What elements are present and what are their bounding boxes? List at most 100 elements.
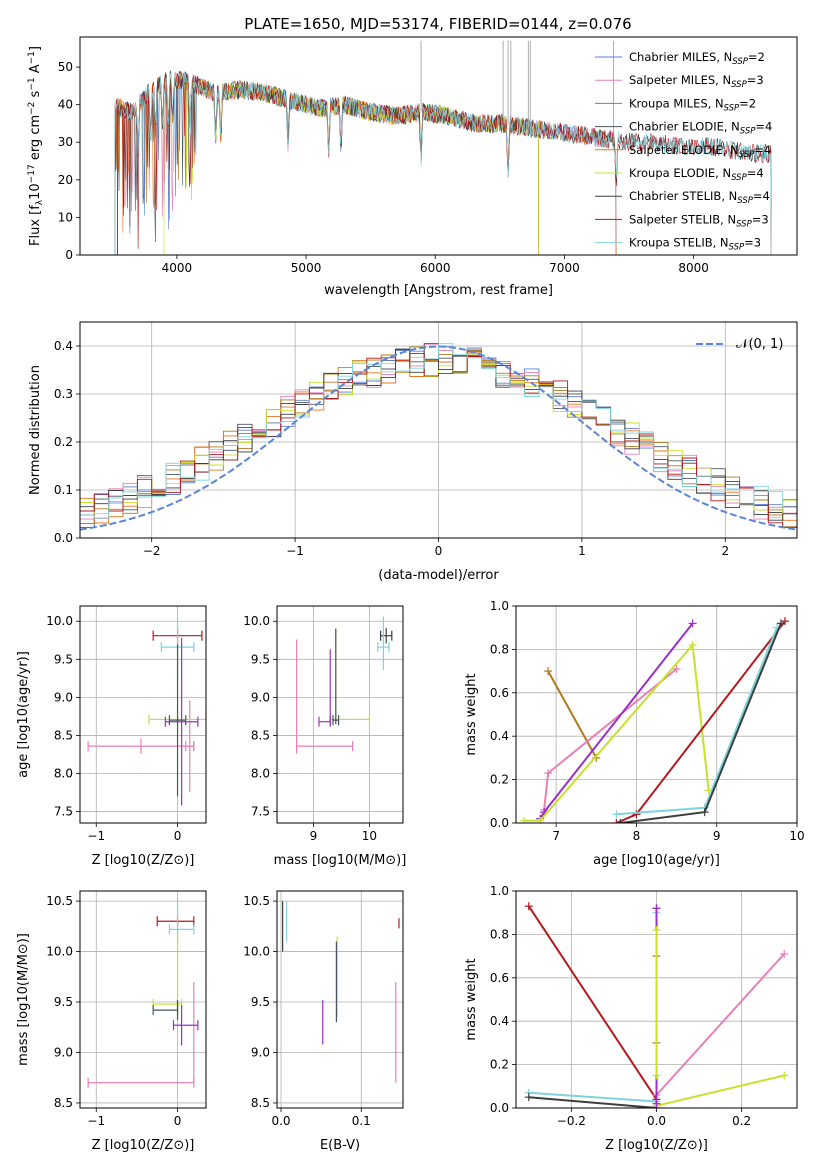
y-tick-label: 0 — [65, 248, 73, 262]
y-label-part: λ — [35, 199, 45, 205]
panel-age-vs-mass: 9 10 7.5 8.0 8.5 9.0 9.5 10.0 mass [log10(M/M⊙)] — [243, 605, 407, 868]
y-axis-label: mass weight — [464, 673, 479, 755]
y-tick-label: 9.0 — [54, 690, 73, 704]
x-tick-label: 0.0 — [271, 1114, 290, 1128]
y-tick-label: 9.5 — [54, 652, 73, 666]
mass-weight-line — [616, 627, 778, 816]
y-tick-label: 8.5 — [54, 728, 73, 742]
legend-entry: Chabrier STELIB, NSSP=4 — [629, 189, 770, 206]
plot-area — [80, 891, 206, 1108]
x-tick-label: 10 — [362, 829, 377, 843]
legend-label: Kroupa ELODIE, N — [629, 166, 731, 180]
mass-weight-line — [547, 670, 598, 759]
y-label-part: Flux [f — [28, 205, 43, 246]
legend-tail: =3 — [752, 212, 769, 226]
plot-area — [277, 606, 403, 823]
mass-weight-line — [539, 622, 694, 820]
y-tick-label: 0.3 — [54, 387, 73, 401]
legend-entry: Kroupa ELODIE, NSSP=4 — [629, 166, 764, 183]
y-label-part: −17 — [27, 164, 37, 183]
y-label-part: 10 — [28, 183, 43, 200]
histogram-step-kroupa-elodie — [80, 353, 797, 519]
y-tick-label: 9.0 — [251, 1045, 270, 1059]
x-tick-label: 10 — [789, 829, 804, 843]
legend-tail: =4 — [753, 189, 770, 203]
plot-area — [80, 606, 206, 823]
legend-tail: =4 — [755, 120, 772, 134]
y-tick-label: 0.6 — [490, 686, 509, 700]
legend-subscript: SSP — [739, 150, 755, 160]
legend-subscript: SSP — [729, 243, 745, 253]
y-axis-label: age [log10(age/yr)] — [16, 651, 31, 778]
y-tick-label: 8.5 — [54, 1096, 73, 1110]
y-tick-label: 10.0 — [243, 945, 270, 959]
y-tick-label: 10.0 — [46, 945, 73, 959]
y-tick-label: 0.8 — [490, 642, 509, 656]
y-tick-label: 0.8 — [490, 927, 509, 941]
y-tick-label: 30 — [58, 135, 73, 149]
y-axis-label: mass weight — [464, 958, 479, 1040]
x-tick-label: 7000 — [549, 261, 580, 275]
plot-area — [114, 40, 772, 255]
legend-subscript: SSP — [740, 127, 756, 137]
x-tick-label: 0 — [435, 544, 443, 558]
panel-spectrum: 4000 5000 6000 7000 8000 0 10 20 30 40 50 Chabrier … — [27, 36, 798, 298]
legend-entry: 𝒩(0, 1) — [736, 337, 783, 352]
mass-weight-line — [655, 953, 785, 1096]
spectrum-line-kroupa-stelib — [114, 72, 772, 255]
y-tick-label: 0.0 — [54, 531, 73, 545]
spectrum-line-salpeter-elodie — [117, 72, 539, 255]
x-axis-label: Z [log10(Z/Z⊙)] — [605, 1138, 708, 1153]
y-tick-label: 10.5 — [46, 894, 73, 908]
y-label-part: s — [28, 90, 43, 101]
y-label-part: −1 — [27, 77, 37, 90]
y-tick-label: 0.2 — [490, 1058, 509, 1072]
y-tick-label: 0.4 — [490, 1014, 509, 1028]
y-tick-label: 9.5 — [251, 652, 270, 666]
x-tick-label: 0.0 — [647, 1114, 666, 1128]
y-tick-label: 10.0 — [46, 614, 73, 628]
y-tick-label: 9.0 — [54, 1045, 73, 1059]
plot-area — [516, 606, 797, 823]
y-tick-label: 9.0 — [251, 690, 270, 704]
y-axis-label: Normed distribution — [28, 365, 43, 495]
y-label-part: −2 — [27, 102, 37, 115]
panel-mass-weight-vs-age: 7 8 9 10 0.0 0.2 0.4 0.6 0.8 1.0 age [log10(age/yr… — [464, 599, 805, 868]
x-tick-label: 9 — [713, 829, 721, 843]
y-tick-label: 0.6 — [490, 971, 509, 985]
y-tick-label: 9.5 — [251, 995, 270, 1009]
legend-entry: Kroupa MILES, NSSP=2 — [629, 96, 756, 113]
y-tick-label: 40 — [58, 98, 73, 112]
plot-area — [80, 322, 797, 538]
panel-mass-vs-z: −1 0 8.5 9.0 9.5 10.0 10.5 Z [log10(Z/Z⊙)] mass … — [16, 890, 207, 1153]
axes-frame — [79, 890, 207, 1109]
x-tick-label: 1 — [578, 544, 586, 558]
y-tick-label: 0.0 — [490, 1101, 509, 1115]
y-label-part: erg cm — [28, 115, 43, 164]
y-tick-label: 8.5 — [251, 1096, 270, 1110]
y-label-part: ] — [28, 46, 43, 51]
mass-weight-line — [528, 908, 658, 1108]
plot-area — [516, 891, 797, 1108]
y-tick-label: 0.4 — [54, 339, 73, 353]
axes-frame — [79, 36, 798, 256]
y-tick-label: 1.0 — [490, 884, 509, 898]
x-tick-label: 0.2 — [732, 1114, 751, 1128]
y-axis-label: mass [log10(M/M⊙)] — [16, 933, 31, 1066]
axes-frame — [276, 890, 404, 1109]
legend-tail: =2 — [739, 96, 756, 110]
x-axis-label: Z [log10(Z/Z⊙)] — [92, 853, 195, 868]
y-tick-label: 7.5 — [54, 805, 73, 819]
panels-group: 4000 5000 6000 7000 800001020304050Chabrier … — [16, 36, 805, 1153]
y-tick-label: 10.0 — [243, 614, 270, 628]
legend-tail: =3 — [744, 236, 761, 250]
y-label-part: A — [28, 64, 43, 77]
x-axis-label: mass [log10(M/M⊙)] — [274, 853, 407, 868]
x-tick-label: 0 — [174, 1114, 182, 1128]
axes-frame — [276, 605, 404, 824]
axes-frame — [515, 890, 798, 1109]
x-tick-label: −2 — [143, 544, 161, 558]
x-axis-label: Z [log10(Z/Z⊙)] — [92, 1138, 195, 1153]
axes-frame — [79, 321, 798, 539]
